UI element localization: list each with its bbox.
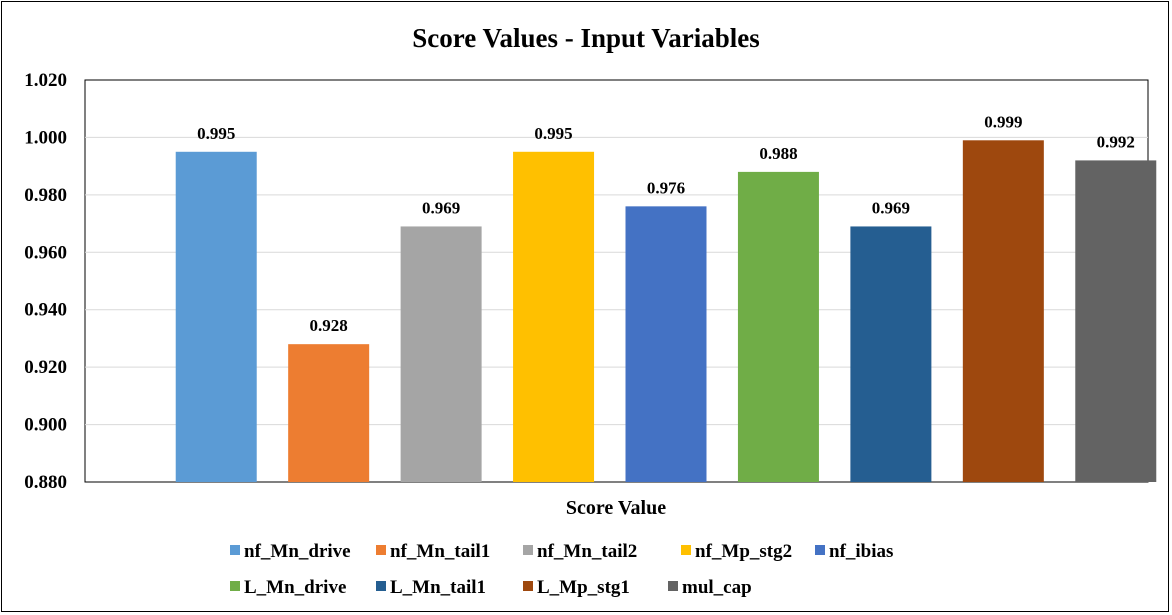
legend-label: nf_Mn_tail1 xyxy=(390,541,490,562)
y-tick-label: 0.880 xyxy=(24,472,67,493)
y-tick-label: 0.920 xyxy=(24,357,67,378)
legend-swatch xyxy=(523,581,533,591)
y-axis-ticks: 0.880 0.900 0.920 0.940 0.960 0.980 1.000 1.020 xyxy=(24,70,67,493)
y-tick-label: 1.020 xyxy=(24,70,67,91)
legend-item-nf-mn-drive: nf_Mn_drive xyxy=(230,541,351,562)
legend-swatch xyxy=(230,545,240,555)
bar-l-mp-stg1 xyxy=(962,140,1044,483)
legend-item-nf-ibias: nf_ibias xyxy=(815,541,893,562)
x-axis-label: Score Value xyxy=(566,497,666,519)
data-label: 0.992 xyxy=(1097,132,1135,151)
legend-swatch xyxy=(230,581,240,591)
y-tick-label: 0.980 xyxy=(24,185,67,206)
legend-label: L_Mn_drive xyxy=(244,577,346,598)
data-label: 0.995 xyxy=(197,124,235,143)
legend-item-nf-mp-stg2: nf_Mp_stg2 xyxy=(681,541,792,562)
data-labels: 0.995 0.928 0.969 0.995 0.976 0.988 0.969 0.999… xyxy=(197,112,1135,335)
y-tick-label: 0.960 xyxy=(24,242,67,263)
data-label: 0.976 xyxy=(647,178,685,197)
legend-item-l-mp-stg1: L_Mp_stg1 xyxy=(523,577,630,598)
bar-nf-mn-tail1 xyxy=(288,344,370,482)
legend-label: nf_Mn_tail2 xyxy=(537,541,637,562)
data-label: 0.969 xyxy=(872,198,910,217)
bar-nf-mp-stg2 xyxy=(513,151,595,483)
legend-label: nf_Mn_drive xyxy=(244,541,351,562)
legend-item-mul-cap: mul_cap xyxy=(668,577,752,598)
legend: nf_Mn_drive nf_Mn_tail1 nf_Mn_tail2 nf_Mp_s… xyxy=(230,541,893,598)
bar-l-mn-drive xyxy=(737,171,819,482)
data-label: 0.995 xyxy=(534,124,572,143)
legend-item-l-mn-tail1: L_Mn_tail1 xyxy=(376,577,486,598)
y-tick-label: 1.000 xyxy=(24,127,67,148)
bar-nf-mn-tail2 xyxy=(400,226,482,482)
legend-swatch xyxy=(681,545,691,555)
legend-swatch xyxy=(523,545,533,555)
legend-item-nf-mn-tail2: nf_Mn_tail2 xyxy=(523,541,637,562)
legend-label: L_Mn_tail1 xyxy=(390,577,486,598)
legend-label: nf_ibias xyxy=(829,541,893,562)
legend-swatch xyxy=(668,581,678,591)
data-label: 0.928 xyxy=(310,316,348,335)
legend-item-l-mn-drive: L_Mn_drive xyxy=(230,577,346,598)
legend-swatch xyxy=(376,545,386,555)
legend-swatch xyxy=(815,545,825,555)
bar-nf-mn-drive xyxy=(175,151,257,483)
bar-mul-cap xyxy=(1075,160,1157,482)
data-label: 0.988 xyxy=(759,144,797,163)
bar-l-mn-tail1 xyxy=(850,226,932,482)
legend-label: L_Mp_stg1 xyxy=(537,577,630,598)
chart-title: Score Values - Input Variables xyxy=(412,23,760,53)
legend-label: mul_cap xyxy=(682,577,752,598)
bars xyxy=(175,140,1157,483)
legend-item-nf-mn-tail1: nf_Mn_tail1 xyxy=(376,541,490,562)
data-label: 0.999 xyxy=(984,112,1022,131)
bar-nf-ibias xyxy=(625,206,707,483)
data-label: 0.969 xyxy=(422,198,460,217)
legend-swatch xyxy=(376,581,386,591)
legend-label: nf_Mp_stg2 xyxy=(695,541,792,562)
y-tick-label: 0.940 xyxy=(24,300,67,321)
y-tick-label: 0.900 xyxy=(24,415,67,436)
